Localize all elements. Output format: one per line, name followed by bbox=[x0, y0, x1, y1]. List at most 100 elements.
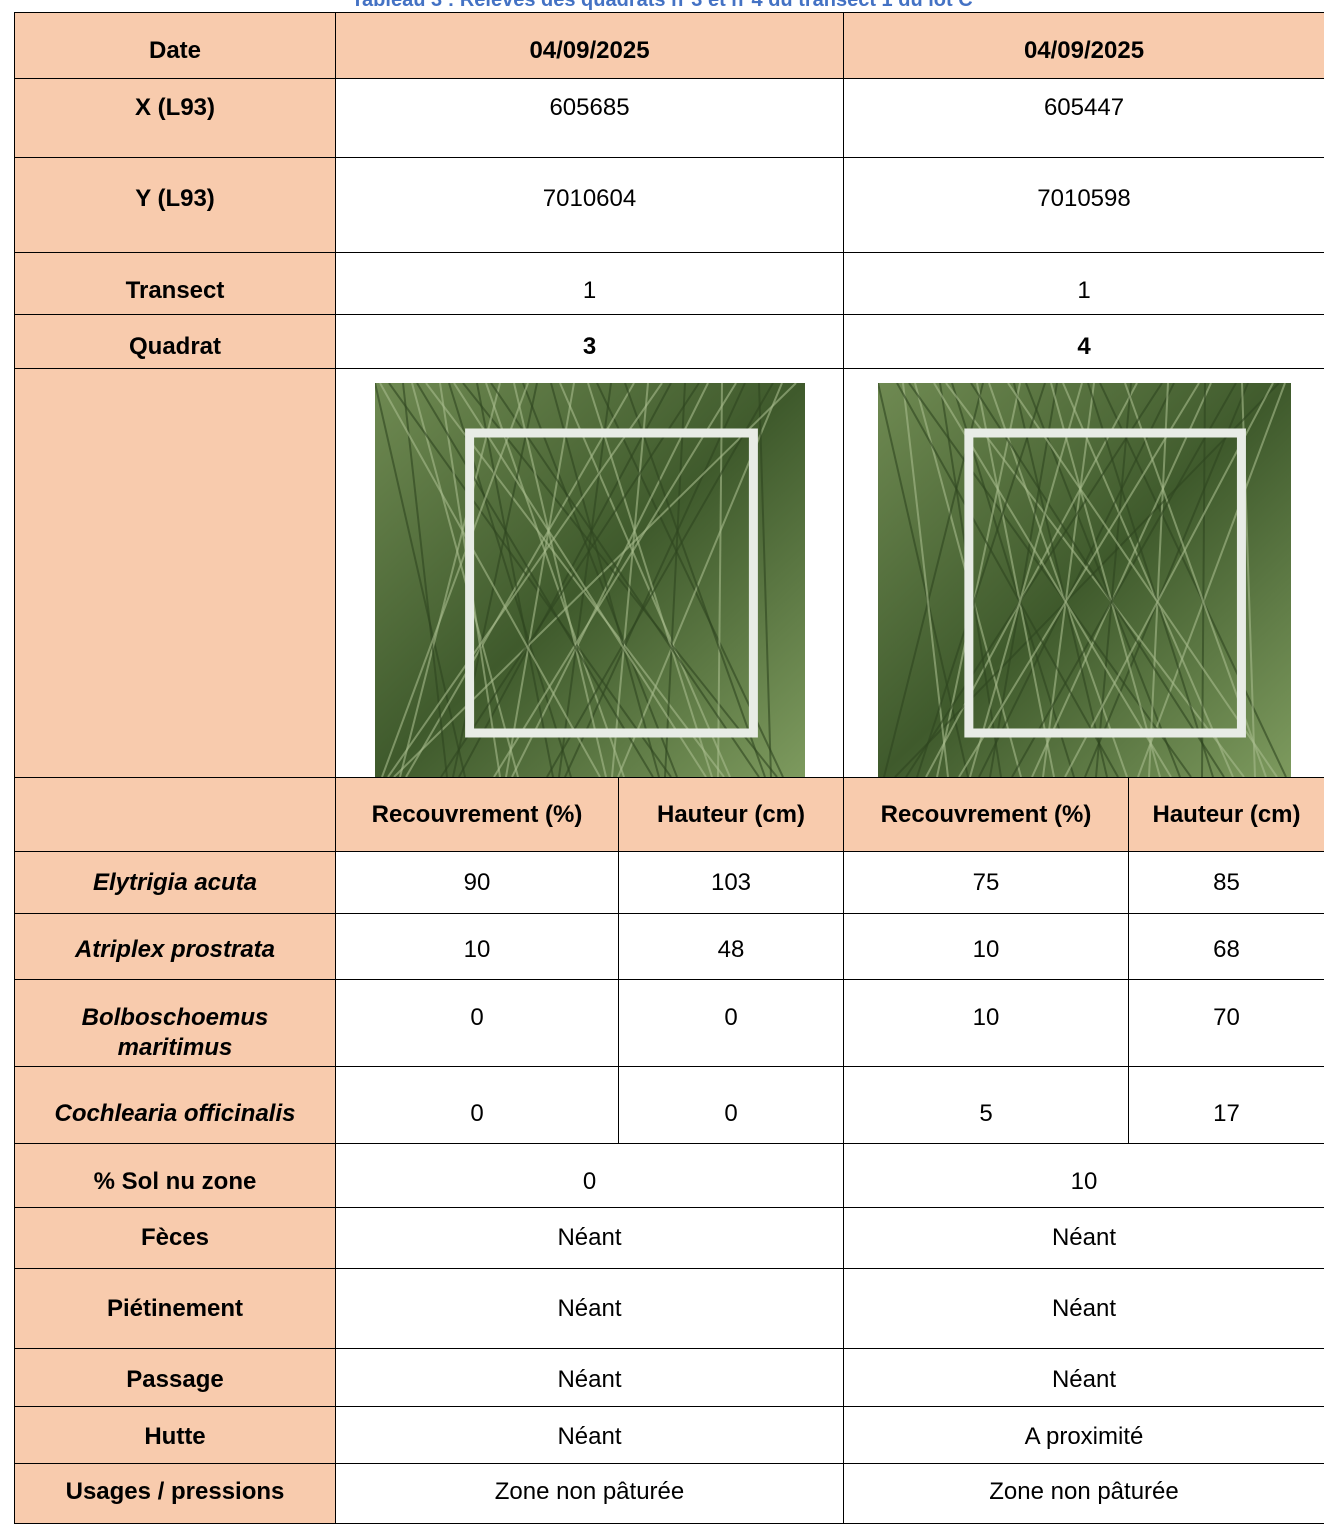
table-cell: Bolboschoemus maritimus bbox=[15, 980, 336, 1067]
table-cell: % Sol nu zone bbox=[15, 1144, 336, 1208]
table-row: Atriplex prostrata 10 48 10 68 bbox=[15, 914, 1324, 980]
cell-text: 68 bbox=[1213, 936, 1240, 963]
table-cell: Transect bbox=[15, 253, 336, 315]
cell-text: 605447 bbox=[1044, 94, 1124, 121]
cell-text: Néant bbox=[1052, 1366, 1116, 1393]
cell-text: X (L93) bbox=[135, 94, 215, 121]
table-row: Recouvrement (%)Hauteur (cm)Recouvrement… bbox=[15, 778, 1324, 852]
table-cell bbox=[844, 369, 1324, 778]
cell-text: 0 bbox=[470, 1100, 483, 1127]
table-cell bbox=[15, 369, 336, 778]
cell-text: 90 bbox=[464, 869, 491, 896]
cell-text: Date bbox=[149, 37, 201, 64]
table-cell: 10 bbox=[336, 914, 619, 980]
table-cell: Zone non pâturée bbox=[336, 1464, 844, 1524]
table-cell: 605447 bbox=[844, 79, 1324, 158]
table-row: Y (L93) 7010604 7010598 bbox=[15, 158, 1324, 253]
cell-text: 10 bbox=[464, 936, 491, 963]
table-row: Quadrat 3 4 bbox=[15, 315, 1324, 369]
table-row: Usages / pressions Zone non pâturée Zone n… bbox=[15, 1464, 1324, 1524]
cell-text: 48 bbox=[718, 936, 745, 963]
table-cell: Hauteur (cm) bbox=[619, 778, 844, 852]
table-cell bbox=[336, 369, 844, 778]
table-cell: Zone non pâturée bbox=[844, 1464, 1324, 1524]
table-row: Passage Néant Néant bbox=[15, 1349, 1324, 1407]
table-cell: Néant bbox=[336, 1407, 844, 1464]
cell-text: Cochlearia officinalis bbox=[25, 1099, 325, 1129]
table-row: Elytrigia acuta 90 103 75 85 bbox=[15, 852, 1324, 914]
table-cell: 68 bbox=[1129, 914, 1324, 980]
cell-text: Hutte bbox=[144, 1423, 205, 1450]
cell-text: Fèces bbox=[141, 1224, 209, 1251]
cell-text: 7010604 bbox=[543, 185, 636, 212]
cell-text: 0 bbox=[583, 1168, 596, 1195]
table-cell: A proximité bbox=[844, 1407, 1324, 1464]
table-cell: Néant bbox=[844, 1208, 1324, 1269]
table-cell: 605685 bbox=[336, 79, 844, 158]
quadrat-photo bbox=[375, 383, 805, 777]
table-cell: 0 bbox=[619, 1067, 844, 1144]
table-cell: Recouvrement (%) bbox=[336, 778, 619, 852]
table-cell: Date bbox=[15, 13, 336, 79]
table-cell: Néant bbox=[336, 1349, 844, 1407]
cell-text: 85 bbox=[1213, 869, 1240, 896]
table-cell: 75 bbox=[844, 852, 1129, 914]
table-cell: 103 bbox=[619, 852, 844, 914]
table-row: X (L93) 605685 605447 bbox=[15, 79, 1324, 158]
cell-text: Transect bbox=[126, 277, 225, 304]
table-cell: Y (L93) bbox=[15, 158, 336, 253]
table-cell: Néant bbox=[336, 1269, 844, 1349]
table-cell: Fèces bbox=[15, 1208, 336, 1269]
cell-text: 0 bbox=[470, 1004, 483, 1031]
cell-text: 75 bbox=[973, 869, 1000, 896]
table-cell: 90 bbox=[336, 852, 619, 914]
table-cell: 7010604 bbox=[336, 158, 844, 253]
table-cell: 4 bbox=[844, 315, 1324, 369]
cell-text: Néant bbox=[1052, 1224, 1116, 1251]
cell-text: 605685 bbox=[549, 94, 629, 121]
cell-text: Néant bbox=[557, 1366, 621, 1393]
table-cell: 0 bbox=[336, 1067, 619, 1144]
table-row: Bolboschoemus maritimus 0 0 10 70 bbox=[15, 980, 1324, 1067]
cell-text: Elytrigia acuta bbox=[25, 868, 325, 898]
cell-text: Néant bbox=[1052, 1295, 1116, 1322]
cell-text: 04/09/2025 bbox=[529, 37, 649, 64]
survey-table: Date 04/09/2025 04/09/2025 X (L93) 605685 605… bbox=[14, 12, 1324, 1524]
cell-text: 4 bbox=[1077, 333, 1090, 360]
table-cell: 70 bbox=[1129, 980, 1324, 1067]
cell-text: 3 bbox=[583, 333, 596, 360]
cell-text: Quadrat bbox=[129, 333, 221, 360]
table-cell: Néant bbox=[844, 1349, 1324, 1407]
cell-text: Y (L93) bbox=[135, 185, 215, 212]
cell-text: Usages / pressions bbox=[66, 1478, 285, 1505]
cell-text: 0 bbox=[724, 1100, 737, 1127]
cell-text: 1 bbox=[583, 277, 596, 304]
table-cell: Recouvrement (%) bbox=[844, 778, 1129, 852]
table-cell: Hutte bbox=[15, 1407, 336, 1464]
cell-text: 5 bbox=[979, 1100, 992, 1127]
table-cell: 85 bbox=[1129, 852, 1324, 914]
cell-text: Zone non pâturée bbox=[495, 1478, 684, 1505]
cell-text: 70 bbox=[1213, 1004, 1240, 1031]
cell-text: Zone non pâturée bbox=[989, 1478, 1178, 1505]
table-cell: Atriplex prostrata bbox=[15, 914, 336, 980]
table-cell: 10 bbox=[844, 914, 1129, 980]
table-cell: 0 bbox=[336, 980, 619, 1067]
cell-text: Piétinement bbox=[107, 1295, 243, 1322]
table-cell: Piétinement bbox=[15, 1269, 336, 1349]
table-row: Date 04/09/2025 04/09/2025 bbox=[15, 13, 1324, 79]
cell-text: 04/09/2025 bbox=[1024, 37, 1144, 64]
table-cell: X (L93) bbox=[15, 79, 336, 158]
table-cell: 7010598 bbox=[844, 158, 1324, 253]
table-cell: 10 bbox=[844, 980, 1129, 1067]
cell-text: Atriplex prostrata bbox=[25, 935, 325, 965]
cell-text: Bolboschoemus maritimus bbox=[25, 1003, 325, 1063]
cell-text: Passage bbox=[126, 1366, 223, 1393]
cell-text: 0 bbox=[724, 1004, 737, 1031]
